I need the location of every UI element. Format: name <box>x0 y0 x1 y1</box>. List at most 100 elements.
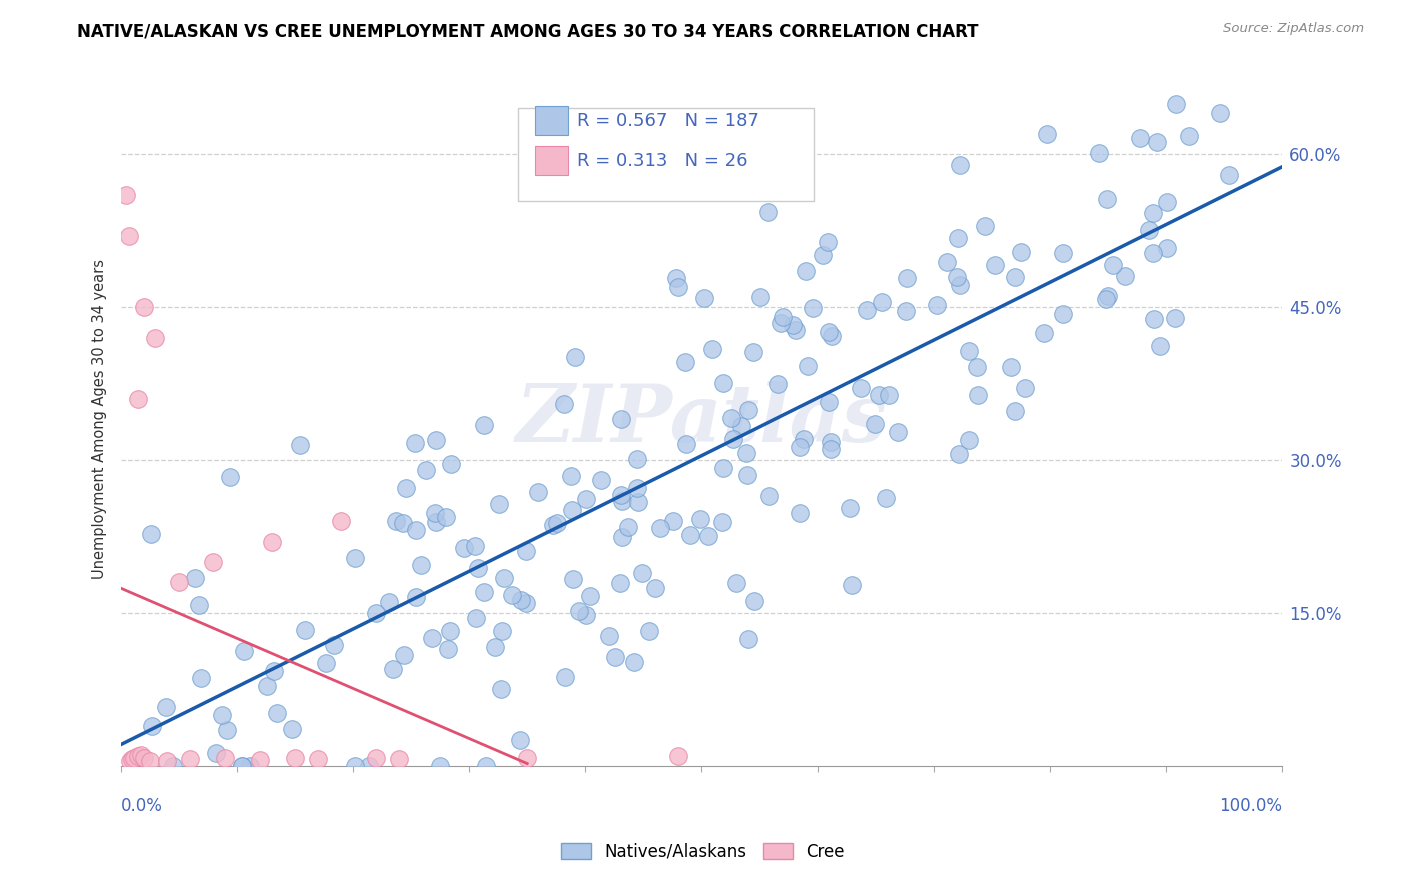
Point <box>673 354 696 368</box>
Point <box>465 611 488 625</box>
Point <box>770 317 793 331</box>
Point <box>141 719 163 733</box>
Point <box>132 750 155 764</box>
Point <box>492 571 515 585</box>
Bar <box>536 145 568 175</box>
Point <box>983 258 1005 272</box>
Point <box>294 624 316 638</box>
Point <box>782 318 804 332</box>
Point <box>957 433 980 447</box>
Point <box>467 560 489 574</box>
Point <box>266 706 288 721</box>
Point <box>849 381 872 395</box>
Bar <box>536 106 568 136</box>
Point <box>870 294 893 309</box>
Point <box>811 247 834 261</box>
Point <box>679 528 702 542</box>
Point <box>949 278 972 293</box>
Point <box>877 388 900 402</box>
Point <box>696 529 718 543</box>
Point <box>190 671 212 685</box>
Point <box>323 638 346 652</box>
Point <box>1156 241 1178 255</box>
Point <box>610 411 633 425</box>
Point <box>425 506 447 520</box>
Point <box>820 434 842 449</box>
Point <box>1088 145 1111 160</box>
Point <box>546 516 568 531</box>
Point <box>792 432 814 446</box>
Point <box>330 514 353 528</box>
Point <box>489 681 512 696</box>
Point <box>1095 192 1118 206</box>
Point <box>748 290 770 304</box>
Point <box>948 231 970 245</box>
Point <box>1137 223 1160 237</box>
Point <box>666 749 689 764</box>
Point <box>742 345 765 359</box>
Text: NATIVE/ALASKAN VS CREE UNEMPLOYMENT AMONG AGES 30 TO 34 YEARS CORRELATION CHART: NATIVE/ALASKAN VS CREE UNEMPLOYMENT AMON… <box>77 22 979 40</box>
Point <box>1102 258 1125 272</box>
Point <box>1142 206 1164 220</box>
Point <box>579 589 602 603</box>
Point <box>966 359 988 374</box>
Point <box>395 481 418 495</box>
Point <box>711 376 734 390</box>
Point <box>1177 128 1199 143</box>
Point <box>817 325 839 339</box>
Point <box>818 395 841 409</box>
Point <box>689 512 711 526</box>
Point <box>249 753 271 767</box>
Point <box>501 588 523 602</box>
Point <box>711 461 734 475</box>
Point <box>263 664 285 678</box>
Point <box>568 604 591 618</box>
Point <box>925 297 948 311</box>
Point <box>121 751 143 765</box>
Point <box>405 591 427 605</box>
Point <box>838 500 860 515</box>
Point <box>855 303 877 318</box>
Point <box>1000 359 1022 374</box>
Point <box>1142 246 1164 260</box>
Point <box>626 481 648 495</box>
Point <box>474 758 496 772</box>
Point <box>344 551 367 566</box>
Point <box>179 751 201 765</box>
Point <box>841 577 863 591</box>
Point <box>472 585 495 599</box>
Point <box>215 723 238 737</box>
Point <box>118 754 141 768</box>
Point <box>484 640 506 655</box>
Point <box>785 323 807 337</box>
Point <box>516 750 538 764</box>
Point <box>359 758 381 772</box>
Point <box>1209 106 1232 120</box>
Point <box>364 606 387 620</box>
Point <box>623 655 645 669</box>
Point <box>491 624 513 638</box>
Y-axis label: Unemployment Among Ages 30 to 34 years: Unemployment Among Ages 30 to 34 years <box>93 260 107 579</box>
Point <box>260 534 283 549</box>
Point <box>127 392 149 406</box>
Text: 0.0%: 0.0% <box>121 797 163 814</box>
Point <box>630 566 652 581</box>
Point <box>700 342 723 356</box>
Point <box>610 494 633 508</box>
Point <box>875 491 897 506</box>
Point <box>665 271 688 285</box>
Point <box>936 254 959 268</box>
Point <box>1143 312 1166 326</box>
Point <box>145 331 167 345</box>
Point <box>233 644 256 658</box>
Point <box>115 188 138 202</box>
Point <box>394 648 416 663</box>
Point <box>425 515 447 529</box>
Text: Source: ZipAtlas.com: Source: ZipAtlas.com <box>1223 22 1364 36</box>
Point <box>211 707 233 722</box>
Point <box>162 758 184 772</box>
Point <box>560 469 582 483</box>
Point <box>724 576 747 591</box>
Point <box>138 754 160 768</box>
Point <box>315 656 337 670</box>
